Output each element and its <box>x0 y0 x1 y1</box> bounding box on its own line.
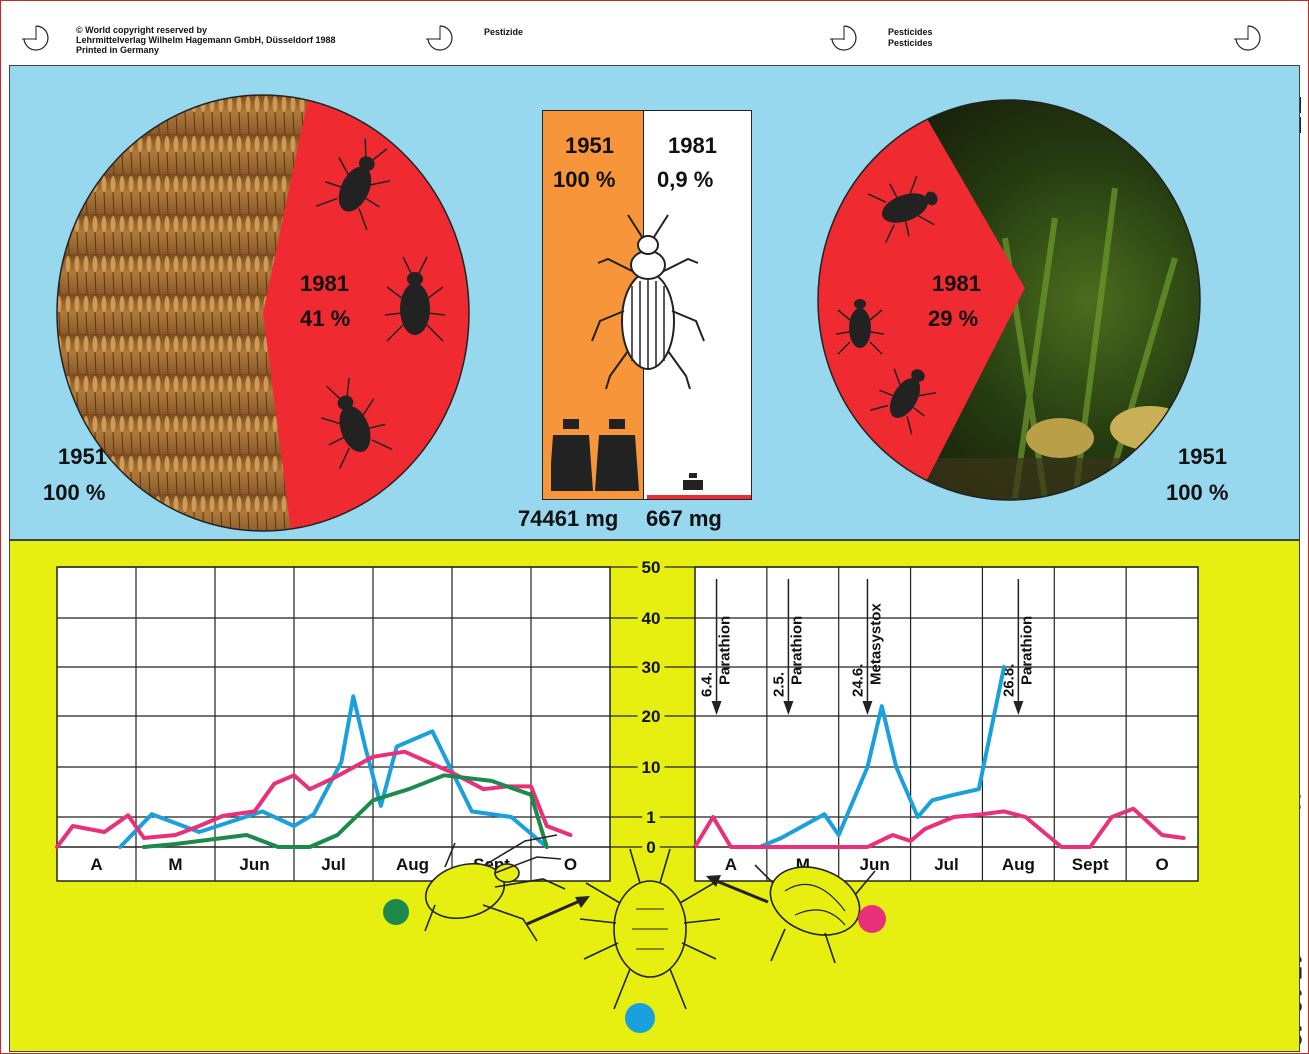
spray-arrow-head <box>711 701 722 715</box>
x-tick-label: O <box>1155 855 1168 874</box>
pesticide-quantity-panel: 1981 41 % 1951 100 % 1951 100 % 1981 0,9… <box>9 65 1300 540</box>
spray-agent-label: Parathion <box>717 616 734 685</box>
mass-1951: 74461 mg <box>518 506 619 531</box>
registration-mark-3 <box>830 25 857 51</box>
title-french: Pesticides <box>888 27 933 37</box>
registration-mark-2 <box>426 25 453 51</box>
mite-blue-icon <box>579 848 721 1010</box>
y-tick-label-bg <box>637 757 665 778</box>
spray-date-label: 2.5. <box>770 672 787 697</box>
x-tick-label: Jun <box>239 855 269 874</box>
pest-sector-wheat <box>263 95 469 531</box>
beetle-icon <box>320 377 393 469</box>
arrow-icon <box>526 896 590 926</box>
x-tick-label: Jul <box>321 855 346 874</box>
y-tick-label-bg <box>642 807 660 828</box>
x-tick-label: A <box>725 855 737 874</box>
y-tick-label: 30 <box>642 658 661 677</box>
series-line <box>757 665 1006 849</box>
spray-agent-label: Metasystox <box>867 603 884 685</box>
title-english: Pesticides <box>888 38 933 48</box>
spray-arrow-head <box>1013 701 1024 715</box>
y-tick-label: 40 <box>642 609 661 628</box>
population-charts: A M Jun Jul Aug Sept O A M Jun Jul Aug Sept O6.4. Par… <box>55 557 1199 1033</box>
series-line <box>693 806 1186 849</box>
x-tick-label: O <box>564 855 577 874</box>
bar-pct-1981: 0,9 % <box>657 167 714 192</box>
beetle-icon <box>315 138 390 231</box>
weight-small-icon <box>683 473 703 490</box>
x-tick-label: M <box>168 855 182 874</box>
spray-arrow-head <box>862 701 873 715</box>
wheat-pct-1951: 100 % <box>43 480 106 505</box>
y-tick-label: 1 <box>646 808 655 827</box>
x-tick-label: Aug <box>396 855 429 874</box>
title-german: Pestizide <box>484 27 524 37</box>
beet-pie <box>817 99 1201 501</box>
beetle-icon <box>870 368 936 435</box>
spray-agent-label: Parathion <box>788 616 805 685</box>
registration-mark-1 <box>22 25 49 51</box>
y-tick-label-bg <box>637 657 665 678</box>
copyright-line-2: Lehrmittelverlag Wilhelm Hagemann GmbH, … <box>76 35 336 45</box>
bar-year-1951: 1951 <box>565 133 614 158</box>
copyright-line-3: Printed in Germany <box>76 45 160 55</box>
series-line <box>55 749 573 849</box>
x-tick-label: Jun <box>860 855 890 874</box>
mass-1981: 667 mg <box>646 506 722 531</box>
beet-year-1951: 1951 <box>1178 444 1227 469</box>
bar-year-1981: 1981 <box>668 133 717 158</box>
blue-dot <box>625 1003 655 1033</box>
y-tick-label: 0 <box>646 838 655 857</box>
y-tick-label-bg <box>637 557 665 578</box>
pest-sector-beet <box>818 100 1025 500</box>
x-tick-label: Jul <box>934 855 959 874</box>
ground-beetle-icon <box>591 214 705 390</box>
y-tick-label: 20 <box>642 707 661 726</box>
spray-arrow-head <box>783 701 794 715</box>
beet-year-1981: 1981 <box>932 271 981 296</box>
y-tick-label-bg <box>637 608 665 629</box>
arrow-icon <box>706 875 769 904</box>
center-comparison-box: 1951 100 % 1981 0,9 % <box>542 110 752 500</box>
x-tick-label: Sept <box>1072 855 1109 874</box>
beet-pct-1951: 100 % <box>1166 480 1229 505</box>
weights-large-icon <box>551 419 639 491</box>
series-line <box>141 773 549 849</box>
chart-plot-area <box>694 566 1199 882</box>
y-tick-label-bg <box>642 837 660 858</box>
beetle-icon <box>835 299 885 355</box>
chart-left: A M Jun Jul Aug Sept O <box>55 566 611 882</box>
wheat-pct-1981: 41 % <box>300 306 351 331</box>
y-tick-label: 50 <box>642 558 661 577</box>
green-dot <box>383 899 409 925</box>
registration-mark-4 <box>1234 25 1261 51</box>
wheat-year-1951: 1951 <box>58 444 107 469</box>
y-tick-label: 10 <box>642 758 661 777</box>
y-tick-label-bg <box>637 706 665 727</box>
x-tick-label: Aug <box>1002 855 1035 874</box>
copyright-line-1: © World copyright reserved by <box>76 25 207 35</box>
pink-dot <box>858 905 886 933</box>
chart-plot-area <box>56 566 611 882</box>
population-chart-panel: A M Jun Jul Aug Sept O A M Jun Jul Aug Sept O 6.4. Par… <box>9 540 1300 1052</box>
spray-date-label: 6.4. <box>699 672 716 697</box>
wheat-year-1981: 1981 <box>300 271 349 296</box>
beet-pct-1981: 29 % <box>928 306 979 331</box>
bar-1981-fill <box>647 495 751 499</box>
wheat-pie <box>56 94 470 532</box>
bar-pct-1951: 100 % <box>553 167 616 192</box>
x-tick-label: A <box>90 855 102 874</box>
beetle-icon <box>867 175 938 244</box>
shared-y-axis: 0 1 10 20 30 40 50 <box>610 557 695 858</box>
spray-agent-label: Parathion <box>1018 616 1035 685</box>
mite-green-icon <box>424 834 566 942</box>
spray-date-label: 24.6. <box>849 664 866 697</box>
copyright-block: © World copyright reserved by Lehrmittel… <box>76 25 336 55</box>
beetle-icon <box>384 256 446 342</box>
series-line <box>118 694 549 849</box>
chart-right: A M Jun Jul Aug Sept O6.4. Parathion 2.5. Parathi… <box>693 566 1199 882</box>
